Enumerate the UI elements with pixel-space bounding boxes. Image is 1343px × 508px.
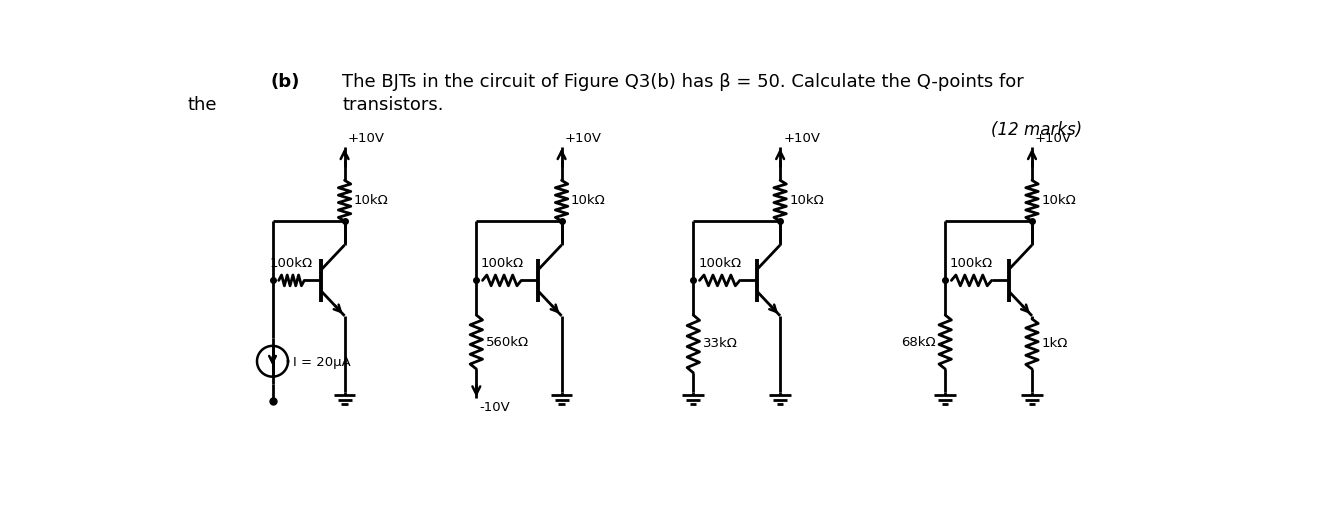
Text: +10V: +10V: [348, 132, 384, 145]
Text: 560kΩ: 560kΩ: [486, 335, 529, 348]
Text: the: the: [187, 97, 216, 114]
Text: 33kΩ: 33kΩ: [702, 337, 737, 350]
Text: 100kΩ: 100kΩ: [481, 258, 524, 270]
Text: 100kΩ: 100kΩ: [270, 258, 313, 270]
Text: 10kΩ: 10kΩ: [571, 194, 606, 207]
Text: 10kΩ: 10kΩ: [1041, 194, 1076, 207]
Text: (b): (b): [270, 73, 299, 91]
Text: The BJTs in the circuit of Figure Q3(b) has β = 50. Calculate the Q-points for: The BJTs in the circuit of Figure Q3(b) …: [342, 73, 1023, 91]
Text: +10V: +10V: [783, 132, 821, 145]
Text: 68kΩ: 68kΩ: [901, 335, 936, 348]
Text: 100kΩ: 100kΩ: [950, 258, 992, 270]
Text: +10V: +10V: [1035, 132, 1072, 145]
Text: -10V: -10V: [479, 401, 510, 415]
Text: (12 marks): (12 marks): [991, 121, 1082, 139]
Text: 1kΩ: 1kΩ: [1041, 337, 1068, 350]
Text: 10kΩ: 10kΩ: [790, 194, 825, 207]
Text: 100kΩ: 100kΩ: [698, 258, 741, 270]
Text: 10kΩ: 10kΩ: [353, 194, 388, 207]
Text: transistors.: transistors.: [342, 97, 443, 114]
Text: +10V: +10V: [564, 132, 602, 145]
Text: I = 20μA: I = 20μA: [293, 356, 351, 368]
